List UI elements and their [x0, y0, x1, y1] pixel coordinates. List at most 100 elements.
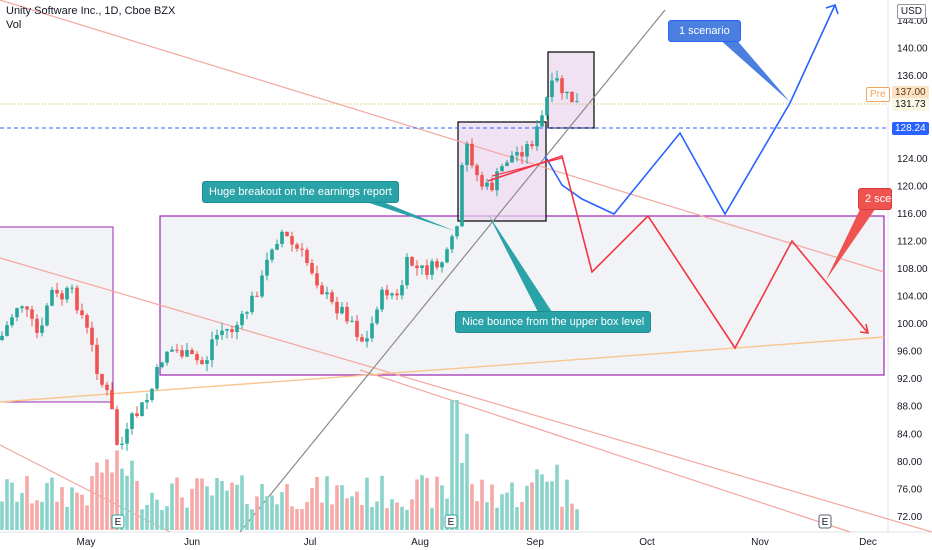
volume-bar	[155, 499, 159, 530]
scenario2-callout[interactable]: 2 scenario	[858, 188, 892, 210]
earnings-marker-label-2: E	[448, 517, 455, 528]
volume-bar	[335, 485, 339, 530]
candle-body	[145, 400, 149, 403]
candle-body	[495, 171, 499, 191]
volume-bar	[65, 506, 69, 530]
volume-bar	[100, 472, 104, 530]
candle-body	[475, 165, 479, 176]
volume-bar	[490, 484, 494, 530]
candle-body	[335, 301, 339, 314]
volume-bar	[330, 504, 334, 530]
price-axis: 144.00140.00136.00132.00128.00124.00120.…	[897, 16, 928, 523]
candle-body	[235, 325, 239, 333]
candle-body	[215, 334, 219, 340]
candle-body	[135, 413, 139, 416]
volume-bar	[80, 494, 84, 530]
volume-bar	[425, 478, 429, 530]
candle-body	[275, 244, 279, 250]
breakout-callout[interactable]: Huge breakout on the earnings report	[202, 181, 399, 203]
volume-bar	[505, 492, 509, 530]
volume-bar	[480, 479, 484, 530]
volume-bar	[460, 462, 464, 530]
price-tick: 88.00	[897, 402, 922, 413]
scenario1-callout[interactable]: 1 scenario	[668, 20, 741, 42]
candle-body	[575, 101, 579, 103]
candle-body	[55, 289, 59, 294]
candle-body	[450, 236, 454, 250]
candle-body	[440, 262, 444, 268]
volume-bar	[345, 498, 349, 530]
volume-bar	[435, 476, 439, 530]
candle-body	[445, 249, 449, 263]
candle-body	[545, 97, 549, 116]
candle-body	[570, 91, 574, 103]
candle-body	[515, 152, 519, 156]
volume-bar	[365, 477, 369, 530]
candle-body	[240, 313, 244, 326]
candle-body	[345, 306, 349, 322]
price-tick: 120.00	[897, 181, 928, 192]
volume-bar	[520, 501, 524, 530]
candle-body	[140, 402, 144, 416]
volume-bar	[325, 476, 329, 530]
volume-bar	[415, 479, 419, 530]
candle-body	[65, 287, 69, 300]
candle-body	[485, 182, 489, 187]
candle-body	[525, 144, 529, 157]
candle-body	[80, 310, 84, 316]
earnings-marker-label-3: E	[822, 517, 829, 528]
volume-bar	[160, 509, 164, 530]
candle-body	[125, 429, 129, 444]
time-tick: May	[77, 537, 96, 548]
candle-body	[35, 318, 39, 333]
volume-bar	[195, 478, 199, 530]
volume-bar	[190, 488, 194, 530]
volume-bar	[390, 499, 394, 530]
pre-tag: Pre	[866, 87, 890, 102]
earnings-marker-label-1: E	[115, 517, 122, 528]
price-tick: 92.00	[897, 374, 922, 385]
candle-body	[535, 126, 539, 147]
scenario-2-path	[487, 154, 869, 350]
volume-bar	[40, 501, 44, 530]
time-tick: Jul	[304, 537, 317, 548]
candle-body	[285, 231, 289, 237]
price-tick: 108.00	[897, 264, 928, 275]
volume-bar	[180, 497, 184, 530]
volume-bar	[355, 491, 359, 530]
volume-bar	[310, 488, 314, 530]
candle-body	[50, 289, 54, 306]
volume-bar	[455, 400, 459, 530]
breakout-box-1	[457, 121, 547, 222]
candle-body	[230, 329, 234, 333]
candle-body	[0, 335, 4, 340]
candle-body	[510, 155, 514, 163]
price-tick: 96.00	[897, 347, 922, 358]
candle-body	[30, 309, 34, 319]
volume-bar	[260, 484, 264, 530]
candle-body	[455, 226, 459, 237]
candle-body	[180, 350, 184, 357]
volume-bar	[370, 506, 374, 530]
earnings-marker-may	[111, 514, 125, 529]
candle-body	[430, 261, 434, 275]
candle-body	[185, 350, 189, 357]
volume-bar	[300, 508, 304, 530]
candlesticks	[0, 70, 579, 451]
candle-body	[355, 320, 359, 338]
candle-body	[155, 367, 159, 389]
volume-bar	[50, 477, 54, 530]
bounce-callout[interactable]: Nice bounce from the upper box level	[455, 311, 652, 333]
volume-bar	[280, 492, 284, 530]
candle-body	[565, 91, 569, 94]
volume-bar	[170, 483, 174, 530]
volume-bar	[230, 482, 234, 530]
trendline-middle	[0, 257, 932, 533]
currency-button[interactable]: USD	[896, 4, 926, 19]
candle-body	[465, 143, 469, 166]
candle-body	[460, 165, 464, 227]
volume-bar	[5, 479, 9, 530]
volume-bar	[110, 472, 114, 530]
volume-bar	[445, 498, 449, 530]
